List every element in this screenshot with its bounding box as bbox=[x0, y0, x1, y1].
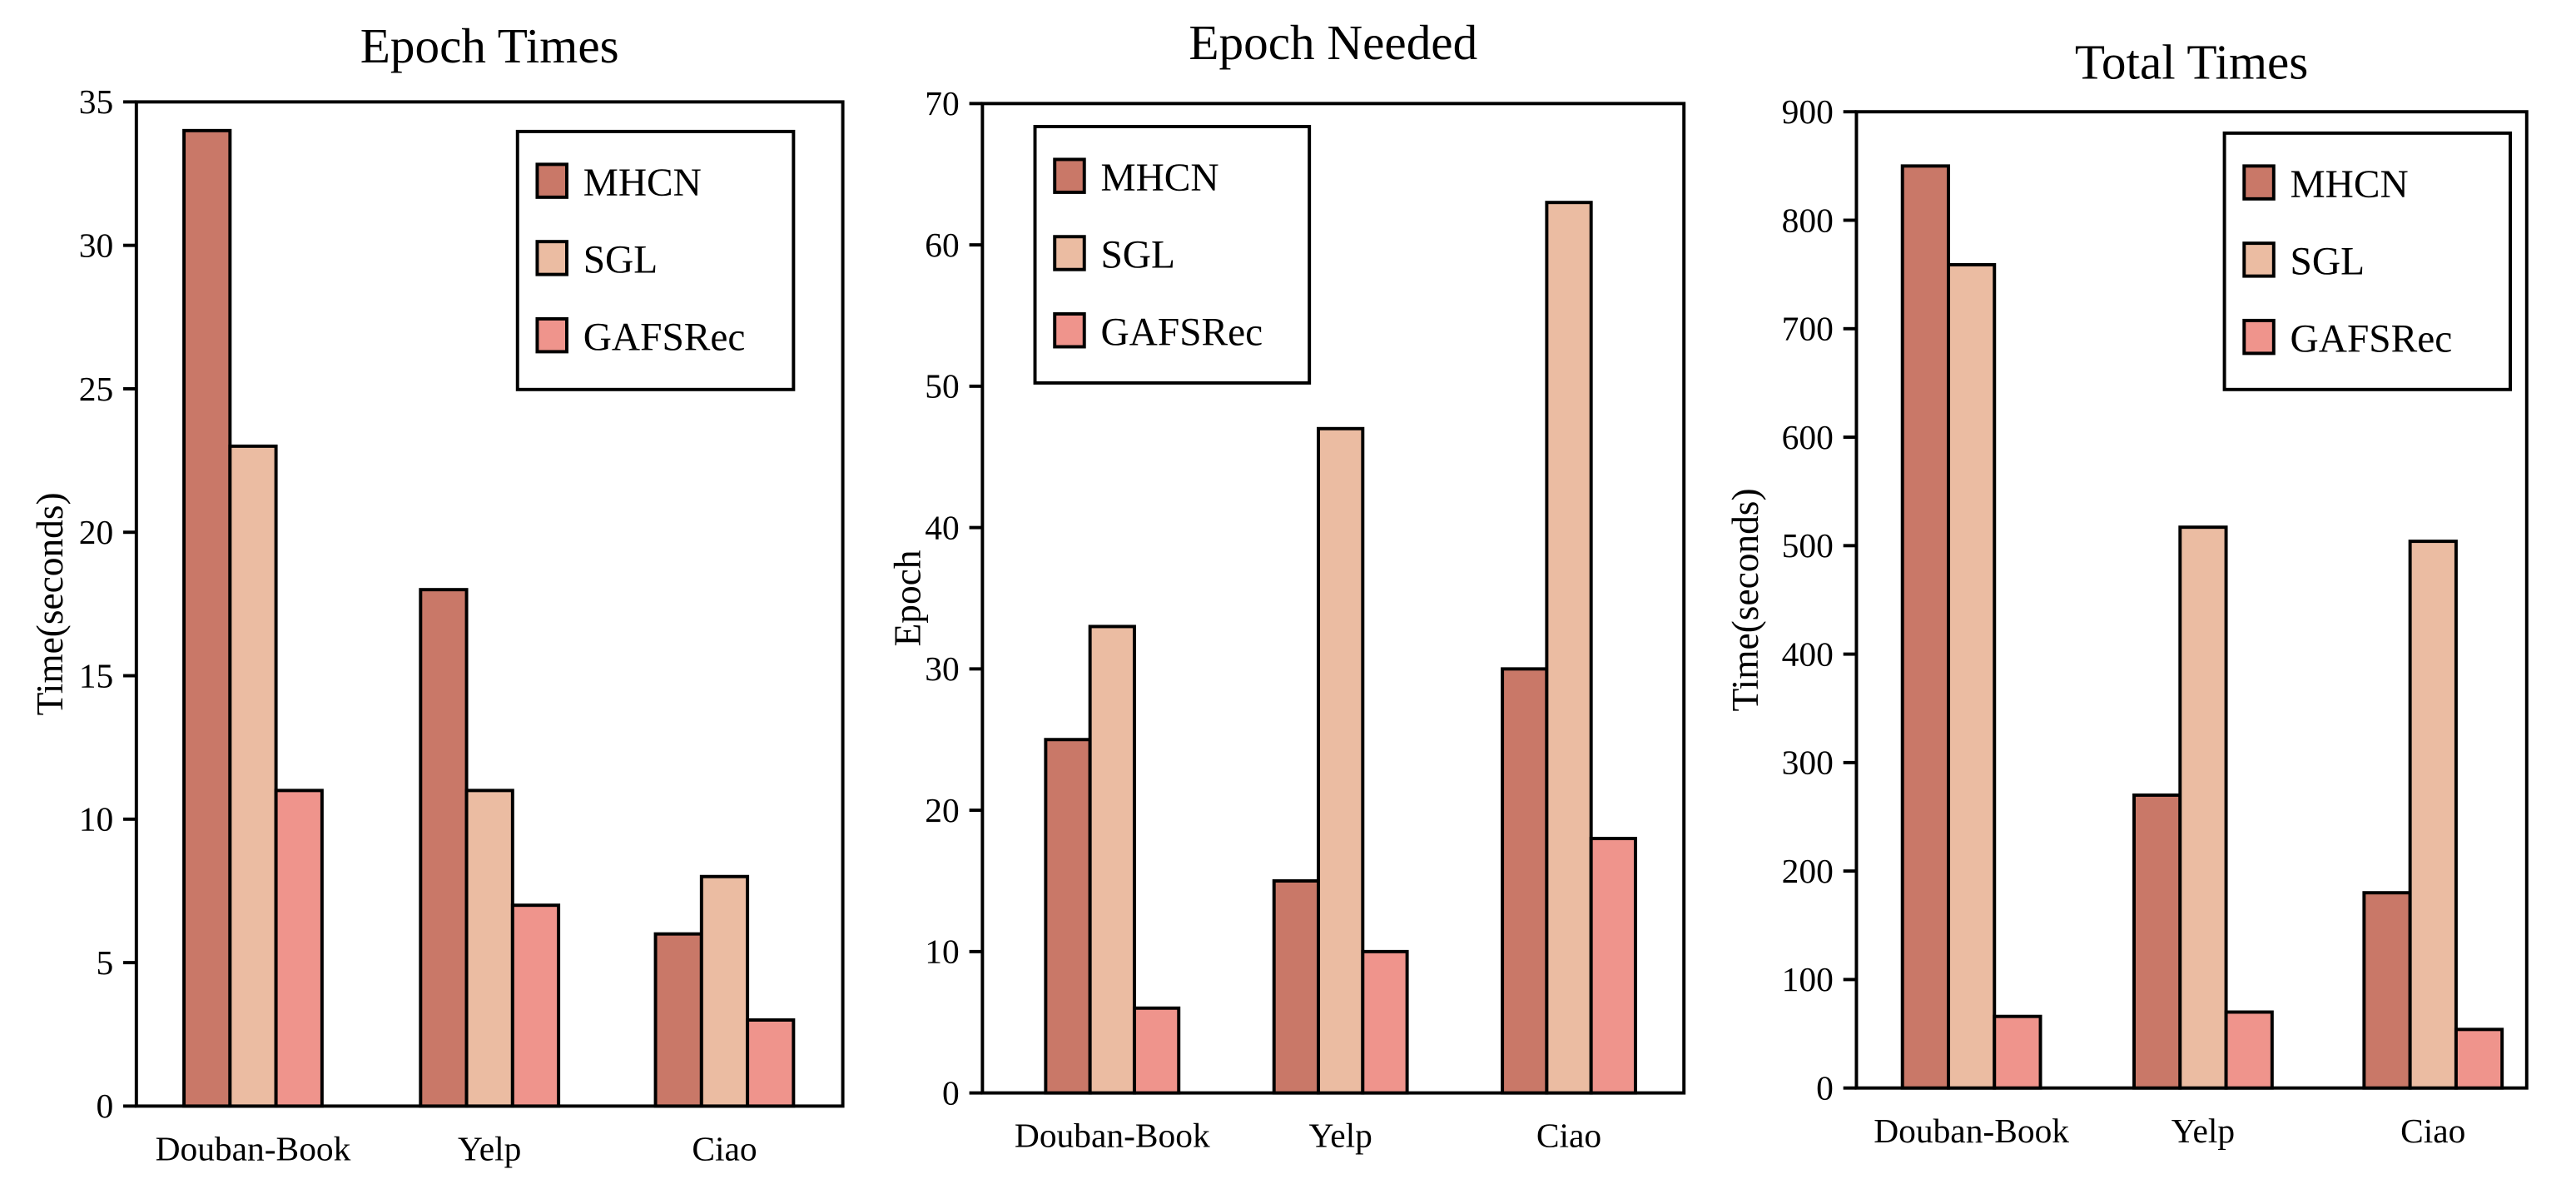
legend-label: GAFSRec bbox=[583, 316, 746, 359]
bar-gafsrec bbox=[1589, 837, 1637, 1095]
bar-gafsrec bbox=[274, 789, 324, 1108]
y-tick-label: 10 bbox=[79, 800, 113, 838]
bar-mhcn bbox=[1501, 667, 1549, 1095]
chart-2: Epoch Needed 0 10 20 30 40 50 60 70 Epoch Douban-B… bbox=[886, 15, 1686, 1155]
chart-title: Total Times bbox=[2075, 35, 2308, 90]
y-tick-label: 15 bbox=[79, 656, 113, 694]
legend-swatch bbox=[535, 162, 568, 199]
x-tick-label: Ciao bbox=[2400, 1112, 2465, 1150]
x-tick-label: Douban-Book bbox=[1015, 1117, 1210, 1155]
legend-label: MHCN bbox=[2291, 163, 2409, 206]
legend-swatch bbox=[535, 316, 568, 354]
x-tick-label: Ciao bbox=[692, 1130, 757, 1168]
legend-label: SGL bbox=[1100, 234, 1174, 277]
legend-label: GAFSRec bbox=[1100, 311, 1263, 355]
y-tick-label: 5 bbox=[96, 943, 113, 982]
chart-1: Epoch Times 0 5 10 15 20 25 30 35 Time(seconds) Do… bbox=[29, 18, 845, 1168]
y-tick-label: 20 bbox=[79, 513, 113, 551]
legend-swatch bbox=[1053, 235, 1086, 271]
bar-sgl bbox=[2408, 540, 2458, 1090]
bar-mhcn bbox=[1900, 164, 1950, 1090]
y-tick-label: 35 bbox=[79, 82, 113, 121]
bar-gafsrec bbox=[1993, 1014, 2042, 1090]
bar-gafsrec bbox=[2224, 1010, 2274, 1090]
bar-sgl bbox=[1545, 201, 1593, 1095]
y-tick-label: 0 bbox=[942, 1073, 960, 1112]
x-tick-label: Yelp bbox=[458, 1130, 521, 1168]
bar-mhcn bbox=[1044, 738, 1092, 1095]
y-tick-label: 20 bbox=[925, 791, 959, 829]
y-tick-label: 40 bbox=[925, 508, 959, 546]
bar-mhcn bbox=[2132, 793, 2182, 1090]
y-tick-label: 70 bbox=[925, 84, 959, 122]
legend-swatch bbox=[2242, 164, 2276, 201]
chart-title: Epoch Times bbox=[360, 18, 619, 73]
bar-gafsrec bbox=[1361, 949, 1409, 1095]
y-tick-label: 30 bbox=[925, 649, 959, 688]
x-tick-label: Douban-Book bbox=[1874, 1112, 2069, 1150]
x-tick-label: Yelp bbox=[2171, 1112, 2235, 1150]
bar-sgl bbox=[464, 789, 514, 1108]
legend-label: MHCN bbox=[1100, 157, 1219, 200]
bar-sgl bbox=[1317, 426, 1365, 1095]
bar-gafsrec bbox=[510, 903, 561, 1108]
bar-mhcn bbox=[419, 588, 469, 1108]
legend-swatch bbox=[2242, 318, 2276, 356]
bar-gafsrec bbox=[1132, 1006, 1181, 1095]
bar-mhcn bbox=[653, 932, 703, 1108]
bar-sgl bbox=[2178, 525, 2228, 1090]
y-tick-label: 25 bbox=[79, 370, 113, 408]
bar-mhcn bbox=[2362, 891, 2412, 1090]
bar-sgl bbox=[1947, 262, 1997, 1090]
x-tick-label: Ciao bbox=[1536, 1117, 1601, 1155]
chart-title: Epoch Needed bbox=[1189, 15, 1477, 70]
y-tick-label: 800 bbox=[1782, 201, 1834, 239]
legend-label: GAFSRec bbox=[2291, 317, 2453, 361]
y-tick-label: 300 bbox=[1782, 744, 1834, 782]
chart-3: Total Times 0 100 200 300 400 500 600 700 800 900 T… bbox=[1725, 35, 2529, 1150]
y-tick-label: 200 bbox=[1782, 852, 1834, 890]
x-tick-label: Douban-Book bbox=[156, 1130, 351, 1168]
bar-mhcn bbox=[182, 128, 232, 1108]
y-tick-label: 50 bbox=[925, 367, 959, 405]
bar-sgl bbox=[1088, 624, 1136, 1095]
y-tick-label: 700 bbox=[1782, 310, 1834, 348]
y-tick-label: 500 bbox=[1782, 526, 1834, 565]
legend-label: SGL bbox=[583, 239, 658, 282]
bar-gafsrec bbox=[746, 1018, 796, 1108]
bar-gafsrec bbox=[2454, 1027, 2504, 1090]
y-tick-label: 100 bbox=[1782, 960, 1834, 998]
y-tick-label: 600 bbox=[1782, 418, 1834, 456]
y-tick-label: 0 bbox=[1816, 1069, 1834, 1107]
y-tick-label: 30 bbox=[79, 226, 113, 264]
y-tick-label: 400 bbox=[1782, 634, 1834, 673]
bar-sgl bbox=[699, 874, 750, 1108]
y-axis-label: Time(seconds) bbox=[29, 492, 71, 715]
y-axis-label: Time(seconds) bbox=[1725, 488, 1766, 711]
legend-swatch bbox=[535, 240, 568, 276]
bar-mhcn bbox=[1272, 879, 1320, 1095]
y-tick-label: 60 bbox=[925, 226, 959, 264]
legend-label: SGL bbox=[2291, 241, 2365, 284]
y-tick-label: 900 bbox=[1782, 92, 1834, 131]
legend-swatch bbox=[1053, 312, 1086, 349]
legend-swatch bbox=[1053, 157, 1086, 194]
legend-swatch bbox=[2242, 241, 2276, 278]
y-axis-label: Epoch bbox=[886, 550, 928, 646]
legend-label: MHCN bbox=[583, 162, 702, 205]
y-tick-label: 10 bbox=[925, 933, 959, 971]
bar-sgl bbox=[228, 444, 278, 1108]
x-tick-label: Yelp bbox=[1308, 1117, 1372, 1155]
y-tick-label: 0 bbox=[96, 1087, 113, 1125]
